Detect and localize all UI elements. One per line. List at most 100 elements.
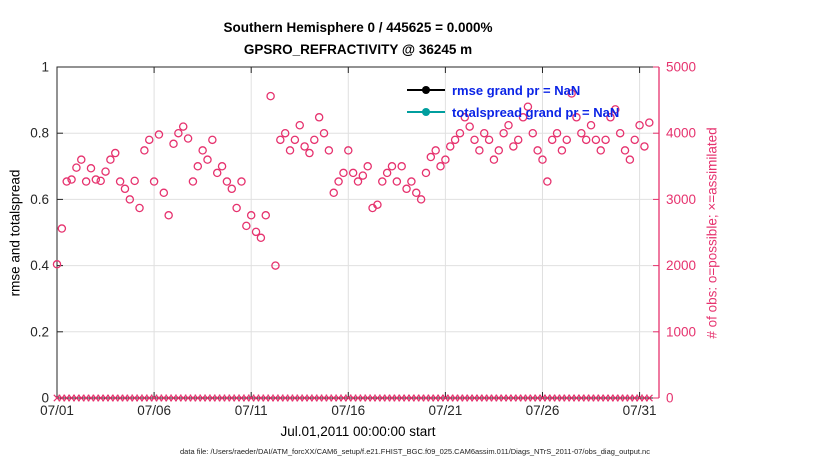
possible-obs-marker	[484, 135, 494, 145]
possible-obs-marker	[615, 128, 625, 138]
possible-obs-marker	[81, 177, 91, 186]
possible-obs-marker	[130, 176, 139, 186]
possible-obs-marker	[72, 163, 81, 172]
possible-obs-marker	[86, 164, 96, 173]
possible-obs-marker	[140, 146, 149, 155]
possible-obs-marker	[106, 155, 115, 164]
possible-obs-marker	[392, 177, 402, 186]
possible-obs-marker	[479, 128, 489, 138]
possible-obs-marker	[67, 175, 76, 184]
possible-obs-marker	[251, 227, 261, 237]
possible-obs-marker	[203, 155, 212, 164]
possible-obs-marker	[120, 184, 130, 194]
possible-obs-marker	[402, 184, 411, 194]
possible-obs-marker	[373, 200, 382, 209]
possible-obs-marker	[57, 224, 67, 233]
x-tick-label: 07/31	[623, 403, 657, 418]
possible-obs-marker	[62, 177, 71, 186]
possible-obs-marker	[470, 135, 479, 145]
possible-obs-marker	[611, 105, 620, 114]
possible-obs-marker	[159, 188, 169, 198]
possible-obs-marker	[280, 128, 290, 138]
legend: rmse grand pr = NaN totalspread grand pr…	[407, 79, 619, 123]
x-tick-label: 07/21	[428, 403, 462, 418]
possible-obs-marker	[412, 188, 421, 198]
possible-obs-marker	[125, 195, 135, 204]
possible-obs-marker	[208, 135, 217, 145]
possible-obs-marker	[431, 146, 440, 155]
possible-obs-marker	[562, 135, 572, 145]
possible-obs-marker	[523, 102, 533, 111]
possible-obs-marker	[445, 142, 455, 151]
possible-obs-marker	[149, 177, 159, 186]
left-axis-label: rmse and totalspread	[7, 169, 23, 297]
possible-obs-marker	[188, 177, 198, 186]
possible-obs-marker	[271, 261, 280, 270]
possible-obs-marker	[329, 188, 338, 198]
possible-obs-marker	[450, 135, 460, 145]
possible-obs-marker	[348, 168, 358, 178]
x-tick-label: 07/06	[137, 403, 171, 418]
possible-obs-marker	[460, 113, 470, 122]
left-tick-label: 0.6	[30, 192, 49, 207]
possible-obs-marker	[52, 260, 62, 269]
right-tick-label: 3000	[666, 192, 696, 207]
possible-obs-marker	[465, 122, 474, 131]
left-tick-label: 0.8	[30, 126, 49, 141]
possible-obs-marker	[630, 135, 639, 145]
left-tick-label: 0	[41, 391, 49, 406]
chart-title-line1: Southern Hemisphere 0 / 445625 = 0.000%	[223, 20, 493, 35]
possible-obs-marker	[455, 128, 465, 138]
legend-item-totalspread: totalspread grand pr = NaN	[407, 101, 619, 123]
possible-obs-marker	[314, 113, 324, 122]
possible-obs-marker	[543, 177, 552, 186]
possible-obs-marker	[557, 146, 567, 155]
chart-title-line2: GPSRO_REFRACTIVITY @ 36245 m	[243, 42, 473, 57]
possible-obs-marker	[217, 162, 227, 171]
totalspread-line-marker-icon	[407, 106, 445, 118]
possible-obs-marker	[285, 146, 295, 155]
possible-obs-marker	[198, 146, 207, 155]
right-tick-label: 1000	[666, 324, 696, 339]
possible-obs-marker	[489, 155, 499, 164]
x-tick-label: 07/01	[40, 403, 74, 418]
possible-obs-marker	[358, 171, 368, 180]
possible-obs-marker	[319, 128, 329, 138]
possible-obs-marker	[407, 177, 416, 186]
possible-obs-marker	[441, 155, 450, 164]
possible-obs-marker	[237, 177, 246, 186]
possible-obs-marker	[101, 167, 110, 176]
possible-obs-marker	[96, 176, 105, 186]
possible-obs-marker	[344, 146, 353, 155]
possible-obs-marker	[227, 184, 237, 194]
possible-obs-marker	[193, 162, 203, 171]
possible-obs-marker	[547, 135, 557, 145]
possible-obs-marker	[538, 155, 547, 164]
possible-obs-marker	[645, 118, 654, 127]
possible-obs-marker	[276, 135, 285, 145]
possible-obs-marker	[577, 128, 586, 138]
x-tick-label: 07/16	[331, 403, 365, 418]
possible-obs-marker	[295, 121, 304, 130]
possible-obs-marker	[591, 135, 601, 145]
possible-obs-marker	[387, 162, 397, 171]
possible-obs-marker	[475, 146, 484, 155]
possible-obs-marker	[416, 195, 426, 204]
possible-obs-marker	[606, 113, 615, 122]
possible-obs-marker	[232, 203, 241, 213]
left-tick-label: 0.2	[30, 324, 49, 339]
possible-obs-marker	[397, 162, 406, 171]
possible-obs-marker	[222, 177, 232, 186]
possible-obs-marker	[499, 128, 508, 138]
right-tick-label: 0	[666, 391, 674, 406]
legend-label-rmse: rmse grand pr = NaN	[452, 82, 581, 98]
possible-obs-marker	[601, 135, 610, 145]
possible-obs-marker	[339, 168, 348, 178]
possible-obs-marker	[586, 121, 596, 130]
possible-obs-marker	[91, 175, 101, 184]
possible-obs-marker	[504, 121, 513, 130]
totalspread-dot	[422, 108, 430, 116]
possible-obs-marker	[300, 142, 309, 151]
possible-obs-marker	[111, 148, 120, 158]
